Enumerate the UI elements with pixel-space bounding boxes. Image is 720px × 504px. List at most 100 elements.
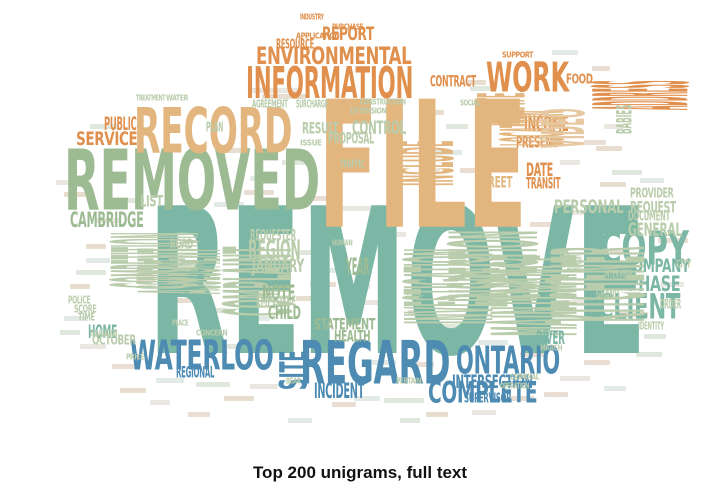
word-issue: ISSUE xyxy=(300,138,322,148)
filler-word xyxy=(172,260,200,265)
word-street: STREET xyxy=(476,172,513,192)
filler-word xyxy=(544,392,568,397)
word-kitchener: KITCHENER xyxy=(525,246,675,322)
filler-word xyxy=(466,214,510,219)
filler-word xyxy=(70,284,90,289)
word-record: RECORD xyxy=(134,94,293,168)
filler-word xyxy=(372,214,402,219)
filler-word xyxy=(470,86,494,91)
word-work: WORK xyxy=(486,54,569,103)
filler-word xyxy=(584,360,610,365)
filler-word xyxy=(250,384,278,389)
filler-word xyxy=(420,206,454,211)
word-food: FOOD xyxy=(566,71,593,88)
filler-word xyxy=(220,148,246,153)
word-note: NOTE xyxy=(262,280,295,306)
filler-word xyxy=(592,66,610,71)
filler-word xyxy=(584,140,606,145)
word-region: REGION xyxy=(248,234,301,267)
word-concern: CONCERN xyxy=(196,328,228,338)
filler-word xyxy=(360,300,390,305)
filler-word xyxy=(420,110,444,115)
filler-word xyxy=(566,300,590,305)
word-child: CHILD xyxy=(268,301,301,324)
filler-word xyxy=(466,80,486,85)
word-resource: RESOURCE xyxy=(276,36,314,53)
word-property: PROPERTY xyxy=(563,252,587,272)
filler-word xyxy=(446,124,468,129)
filler-word xyxy=(288,418,312,423)
filler-word xyxy=(460,168,486,173)
word-cloud: REMOVE FILE REMOVED RECORD INFORMATION ENVIRO… xyxy=(56,13,720,423)
word-river: RIVER xyxy=(536,326,565,349)
filler-word xyxy=(64,192,88,197)
word-surcharge: SURCHARGE xyxy=(296,98,328,111)
word-client: CLIENT xyxy=(598,286,681,328)
filler-word xyxy=(310,282,336,287)
word-file: FILE xyxy=(318,64,527,269)
filler-word xyxy=(434,150,462,155)
word-public: PUBLIC xyxy=(104,112,137,135)
word-police: POLICE xyxy=(68,294,91,307)
filler-word xyxy=(282,160,310,165)
filler-word xyxy=(426,412,448,417)
word-copy: COPY xyxy=(600,222,689,276)
filler-word xyxy=(520,352,544,357)
word-extension: EXTENSION xyxy=(350,106,387,116)
filler-word xyxy=(150,400,170,405)
word-remove: REMOVE xyxy=(148,165,647,402)
word-march: MARCH xyxy=(540,343,563,353)
word-document: DOCUMENT xyxy=(628,208,670,225)
filler-word xyxy=(320,268,342,273)
word-health: HEALTH xyxy=(334,326,371,346)
filler-word xyxy=(312,196,340,201)
word-babies: BABIES xyxy=(611,104,638,134)
word-october: OCTOBER xyxy=(92,332,136,349)
filler-word xyxy=(220,344,240,349)
word-company: COMPANY xyxy=(624,254,690,277)
filler-word xyxy=(384,398,424,403)
filler-word xyxy=(334,206,374,211)
word-order: ORDER xyxy=(660,296,681,313)
filler-word xyxy=(252,332,274,337)
word-service: SERVICE xyxy=(76,127,138,150)
word-pertain: PERTAIN xyxy=(396,376,422,386)
word-present: PRESENT xyxy=(516,132,559,152)
filler-word xyxy=(660,282,684,287)
filler-word xyxy=(296,296,318,301)
filler-word xyxy=(440,324,466,329)
filler-word xyxy=(380,232,406,237)
filler-word xyxy=(510,396,534,401)
word-identity: IDENTITY xyxy=(638,320,664,333)
word-removed: REMOVED xyxy=(64,131,320,230)
word-price: PRICE xyxy=(126,352,145,362)
word-incident: INCIDENT xyxy=(314,378,365,404)
filler-word xyxy=(120,388,146,393)
word-score: SCORE xyxy=(74,303,97,316)
word-time: TIME xyxy=(78,311,95,324)
word-result: RESULT xyxy=(302,118,339,138)
filler-word xyxy=(618,312,648,317)
word-assessment: ASSESSMENT xyxy=(114,248,247,294)
word-home: HOME xyxy=(88,320,118,343)
figure-caption: Top 200 unigrams, full text xyxy=(252,463,468,482)
filler-word xyxy=(612,170,642,175)
filler-word xyxy=(214,202,244,207)
word-report: REPORT xyxy=(322,22,374,45)
word-application: APPLICATION xyxy=(296,31,340,41)
word-complete: COMPLETE xyxy=(428,374,538,410)
word-contract: CONTRACT xyxy=(430,71,476,91)
word-cambridge: CAMBRIDGE xyxy=(70,207,144,233)
word-list: LIST xyxy=(140,191,163,211)
word-traffic: TRAFFIC xyxy=(340,158,365,171)
word-year: YEAR xyxy=(346,254,370,282)
filler-word xyxy=(354,396,380,401)
word-phase: PHASE xyxy=(628,271,681,297)
filler-word xyxy=(244,316,270,321)
filler-word xyxy=(250,88,302,93)
filler-word xyxy=(56,180,86,185)
filler-word xyxy=(420,168,440,173)
filler-word xyxy=(60,330,80,335)
filler-word xyxy=(604,386,626,391)
word-statement: STATEMENT xyxy=(314,314,376,334)
